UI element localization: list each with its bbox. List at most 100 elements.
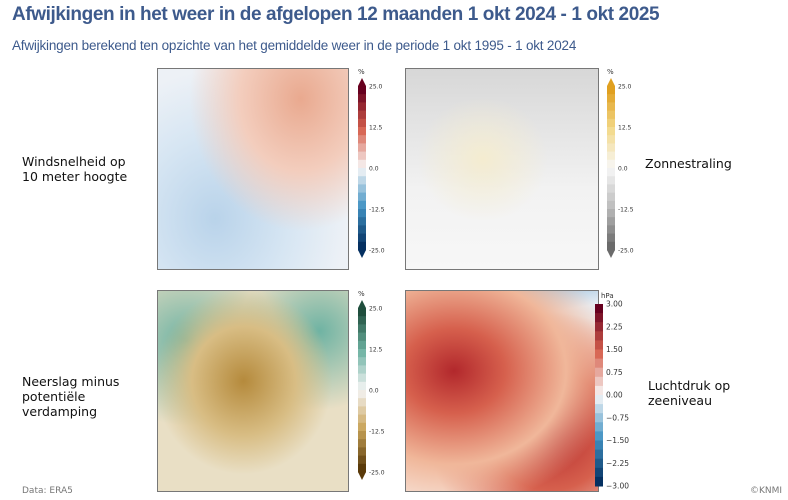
colorbar-step: [607, 225, 615, 235]
colorbar-unit: %: [607, 68, 614, 76]
colorbar-tick-label: 0.0: [369, 166, 379, 173]
colorbar-step: [358, 324, 366, 334]
colorbar-step: [595, 431, 603, 441]
label-line: potentiële: [22, 389, 86, 404]
colorbar-step: [358, 151, 366, 161]
colorbar-step: [358, 168, 366, 177]
colorbar-step: [358, 373, 366, 383]
colorbar-step: [607, 143, 615, 153]
colorbar-tick-label: 12.5: [369, 347, 383, 354]
colorbar-step: [358, 406, 366, 416]
colorbar-tick-label: -25.0: [618, 248, 634, 255]
colorbar-tick-label: 25.0: [369, 306, 383, 313]
label-line: zeeniveau: [648, 393, 713, 408]
label-line: Windsnelheid op: [22, 154, 126, 169]
label-line: Luchtdruk op: [648, 378, 731, 393]
colorbar-tick-label: 2.25: [606, 322, 623, 331]
colorbar-extend-arrow: [607, 78, 615, 86]
credit: ©KNMI: [750, 486, 783, 496]
colorbar-step: [358, 447, 366, 457]
colorbar-step: [595, 376, 603, 387]
colorbar-step: [358, 357, 366, 366]
colorbar-tick-label: 3.00: [606, 300, 623, 309]
colorbar-step: [595, 413, 603, 423]
colorbar-step: [595, 322, 603, 332]
colorbar-step: [358, 241, 366, 251]
map-wind: [157, 68, 349, 270]
colorbar-step: [607, 241, 615, 251]
colorbar-step: [358, 455, 366, 465]
label-line: Zonnestraling: [645, 156, 732, 171]
colorbar-step: [595, 304, 603, 314]
colorbar-unit: %: [358, 68, 365, 76]
colorbar-step: [358, 94, 366, 103]
colorbar-step: [358, 217, 366, 226]
colorbar-step: [595, 313, 603, 323]
colorbar-step: [607, 168, 615, 177]
page-subtitle: Afwijkingen berekend ten opzichte van he…: [12, 38, 577, 53]
colorbar-step: [595, 385, 603, 396]
colorbar-step: [607, 110, 615, 120]
colorbar-step: [358, 340, 366, 350]
colorbar-step: [607, 151, 615, 161]
colorbar-step: [607, 127, 615, 136]
map-pressure: [405, 290, 599, 492]
colorbar-step: [607, 209, 615, 218]
colorbar-step: [607, 184, 615, 194]
colorbar-step: [358, 365, 366, 375]
colorbar-step: [595, 404, 603, 414]
colorbar-tick-label: −3.00: [606, 482, 629, 491]
data-source: Data: ERA5: [22, 486, 73, 496]
colorbar-tick-label: 0.75: [606, 368, 623, 377]
colorbar-step: [358, 398, 366, 407]
label-line: verdamping: [22, 404, 98, 419]
colorbar-unit: %: [358, 290, 365, 298]
colorbar-tick-label: 0.0: [618, 166, 628, 173]
colorbar-step: [607, 102, 615, 112]
colorbar-tick-label: -12.5: [618, 207, 634, 214]
colorbar-step: [595, 340, 603, 350]
colorbar-step: [595, 358, 603, 369]
colorbar-step: [595, 349, 603, 360]
map-sun: [405, 68, 599, 270]
colorbar-step: [595, 476, 603, 487]
page-title: Afwijkingen in het weer in de afgelopen …: [12, 4, 660, 25]
colorbar-step: [358, 316, 366, 325]
colorbar-extend-arrow: [358, 250, 366, 258]
colorbar-step: [358, 308, 366, 317]
colorbar-step: [607, 135, 615, 144]
label-sun: Zonnestraling: [645, 156, 732, 171]
colorbar-step: [358, 86, 366, 95]
colorbar-tick-label: -25.0: [369, 470, 385, 477]
colorbar-step: [607, 200, 615, 210]
colorbar-tick-label: -12.5: [369, 207, 385, 214]
colorbar-step: [607, 94, 615, 103]
label-wind: Windsnelheid op 10 meter hoogte: [22, 154, 127, 184]
colorbar-step: [358, 209, 366, 218]
colorbar-step: [595, 367, 603, 378]
colorbar-step: [358, 381, 366, 391]
colorbar-tick-label: −0.75: [606, 413, 629, 422]
colorbar-step: [607, 159, 615, 169]
colorbar-step: [358, 414, 366, 424]
colorbar-step: [358, 184, 366, 194]
colorbar-tick-label: −1.50: [606, 436, 629, 445]
label-line: Neerslag minus: [22, 374, 120, 389]
colorbar-step: [358, 159, 366, 169]
colorbar-step: [607, 86, 615, 95]
colorbar-step: [607, 176, 615, 185]
colorbar-tick-label: 12.5: [369, 125, 383, 132]
colorbar-step: [358, 127, 366, 136]
colorbar-tick-label: 12.5: [618, 125, 632, 132]
label-line: 10 meter hoogte: [22, 169, 128, 184]
colorbar-step: [358, 176, 366, 185]
colorbar-extend-arrow: [358, 300, 366, 308]
colorbar-tick-label: 1.50: [606, 345, 623, 354]
colorbar-tick-label: -25.0: [369, 248, 385, 255]
colorbar-extend-arrow: [607, 250, 615, 258]
label-pressure: Luchtdruk op zeeniveau: [648, 378, 730, 408]
colorbar-step: [595, 440, 603, 451]
colorbar-step: [358, 463, 366, 473]
colorbar-step: [607, 217, 615, 226]
map-precip: [157, 290, 349, 492]
